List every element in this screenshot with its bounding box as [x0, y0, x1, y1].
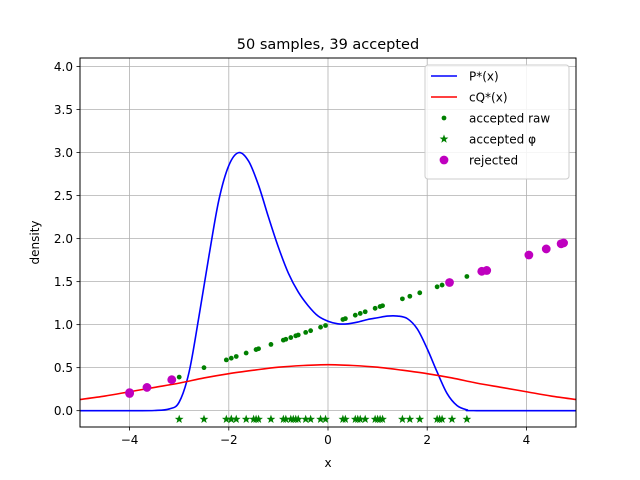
accepted-phi-point [435, 414, 444, 423]
y-tick-label: 4.0 [54, 60, 73, 74]
rejected-point [524, 250, 534, 260]
y-tick-label: 3.0 [54, 146, 73, 160]
accepted-raw-point [434, 284, 440, 290]
y-tick-label: 0.0 [54, 404, 73, 418]
accepted-raw-point [228, 355, 234, 361]
accepted-raw-point [256, 346, 261, 352]
accepted-phi-point [447, 414, 457, 423]
accepted-phi-point [254, 414, 263, 423]
accepted-raw-point [233, 354, 239, 359]
legend-box [424, 64, 570, 180]
accepted-phi-point [306, 414, 316, 423]
accepted-raw-point [362, 309, 368, 315]
accepted-phi-point [199, 414, 209, 423]
accepted-raw-point [283, 336, 289, 342]
accepted-phi-point [301, 414, 311, 423]
accepted-raw-point [400, 296, 405, 302]
accepted-phi-point [221, 414, 231, 423]
accepted-raw-point [176, 374, 182, 380]
accepted-phi-point [321, 414, 330, 423]
accepted-phi-point [360, 414, 370, 423]
accepted-raw-point [201, 365, 207, 371]
y-tick-label: 0.5 [54, 361, 73, 375]
legend-label: rejected [469, 153, 518, 167]
legend-label: P*(x) [469, 69, 499, 83]
y-tick-label: 1.5 [54, 275, 73, 289]
accepted-phi-point [281, 414, 291, 423]
y-tick-label: 1.0 [54, 318, 73, 332]
accepted-raw-point [372, 305, 378, 311]
accepted-raw-point [357, 311, 363, 316]
accepted-phi-point [249, 414, 258, 423]
accepted-phi-point [373, 414, 382, 423]
accepted-raw-point [243, 350, 249, 356]
series-line [79, 363, 577, 401]
x-tick-label: 4 [523, 433, 531, 447]
accepted-raw-point [223, 357, 229, 363]
rejected-point [541, 244, 551, 254]
accepted-raw-point [308, 328, 314, 334]
accepted-raw-point [318, 324, 323, 330]
legend-handle-star [439, 134, 449, 143]
accepted-raw-point [407, 293, 413, 299]
accepted-raw-point [439, 282, 445, 288]
accepted-raw-point [417, 290, 423, 296]
x-tick-label: −2 [220, 433, 238, 447]
rejected-point [559, 238, 568, 248]
accepted-phi-point [174, 414, 184, 423]
accepted-phi-point [288, 414, 298, 423]
legend-label: cQ*(x) [469, 90, 508, 104]
accepted-raw-point [352, 312, 358, 318]
x-tick-label: 2 [423, 433, 431, 447]
accepted-phi-point [378, 414, 387, 423]
accepted-phi-point [353, 414, 363, 423]
legend-handle-dot [439, 155, 449, 165]
y-tick-label: 2.5 [54, 189, 73, 203]
chart-title: 50 samples, 39 accepted [237, 37, 419, 53]
ticks: −4 −2 0 2 4 0.0 0.5 1.0 1.5 2.0 2.5 3.0 3.5 4.0 [54, 60, 530, 447]
rejected-point [482, 266, 492, 275]
y-tick-label: 3.5 [54, 103, 73, 117]
accepted-phi-point [226, 414, 236, 423]
accepted-phi-point [231, 414, 241, 423]
accepted-raw-point [323, 323, 328, 328]
accepted-raw-point [342, 316, 348, 322]
accepted-raw-point [295, 332, 301, 338]
rejected-point [167, 375, 177, 385]
accepted-phi-point [266, 414, 276, 423]
accepted-phi-point [340, 414, 350, 423]
legend-handle-dot [441, 115, 447, 121]
rejected-point [445, 278, 454, 287]
accepted-phi-point [316, 414, 325, 423]
x-tick-label: −4 [121, 433, 139, 447]
rejected-point [142, 383, 152, 392]
accepted-raw-point [380, 303, 385, 309]
x-tick-label: 0 [324, 433, 332, 447]
y-tick-label: 2.0 [54, 232, 73, 246]
legend-label: accepted φ [469, 132, 536, 146]
accepted-raw-point [288, 335, 294, 340]
accepted-raw-point [464, 274, 470, 279]
accepted-phi-point [398, 414, 407, 423]
series-line [79, 151, 577, 412]
x-axis-title: x [324, 456, 331, 470]
accepted-phi-point [241, 414, 251, 423]
legend: P*(x) cQ*(x) accepted raw accepted φ rejecte… [424, 64, 570, 180]
legend-label: accepted raw [469, 111, 550, 125]
accepted-phi-point [405, 414, 415, 423]
rejected-point [125, 388, 134, 397]
series-layer [79, 151, 577, 423]
accepted-phi-point [293, 414, 303, 423]
y-axis-title: density [28, 221, 42, 265]
accepted-phi-point [462, 414, 472, 423]
accepted-raw-point [303, 329, 309, 335]
accepted-phi-point [415, 414, 425, 423]
accepted-raw-point [268, 342, 274, 347]
